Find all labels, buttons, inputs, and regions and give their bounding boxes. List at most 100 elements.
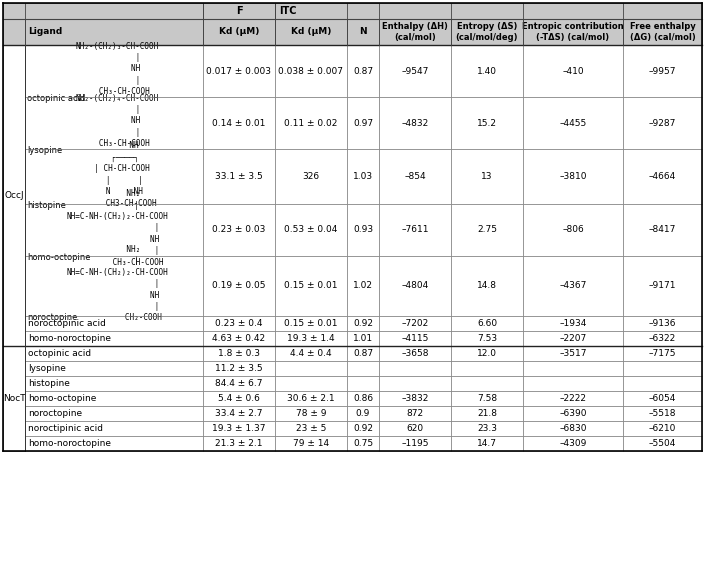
Text: 84.4 ± 6.7: 84.4 ± 6.7 <box>215 379 262 388</box>
Bar <box>623 406 702 421</box>
Bar <box>347 436 379 451</box>
Text: 2.75: 2.75 <box>477 226 497 235</box>
Text: 79 ± 14: 79 ± 14 <box>293 439 329 448</box>
Text: –410: –410 <box>562 67 584 76</box>
Bar <box>379 346 451 361</box>
Text: –3832: –3832 <box>401 394 429 403</box>
Bar <box>523 149 623 204</box>
Bar <box>203 19 275 45</box>
Bar <box>275 346 347 361</box>
Text: F: F <box>236 6 242 16</box>
Bar <box>451 19 523 45</box>
Text: Kd (μM): Kd (μM) <box>290 28 331 37</box>
Bar <box>347 346 379 361</box>
Text: –3810: –3810 <box>559 172 587 181</box>
Text: –9287: –9287 <box>649 118 676 127</box>
Bar <box>451 361 523 376</box>
Bar <box>523 361 623 376</box>
Text: lysopine: lysopine <box>28 364 66 373</box>
Bar <box>25 204 203 256</box>
Bar <box>347 204 379 256</box>
Text: 0.14 ± 0.01: 0.14 ± 0.01 <box>212 118 266 127</box>
Bar <box>623 19 702 45</box>
Bar <box>203 436 275 451</box>
Text: octopinic acid: octopinic acid <box>28 349 91 358</box>
Bar <box>523 331 623 346</box>
Bar <box>623 256 702 316</box>
Text: 0.15 ± 0.01: 0.15 ± 0.01 <box>284 281 338 290</box>
Text: 30.6 ± 2.1: 30.6 ± 2.1 <box>287 394 335 403</box>
Bar <box>451 256 523 316</box>
Bar <box>379 421 451 436</box>
Text: 19.3 ± 1.37: 19.3 ± 1.37 <box>212 424 266 433</box>
Text: –4367: –4367 <box>559 281 587 290</box>
Text: 0.038 ± 0.007: 0.038 ± 0.007 <box>278 67 344 76</box>
Bar <box>203 256 275 316</box>
Text: –6322: –6322 <box>649 334 676 343</box>
Text: 7.53: 7.53 <box>477 334 497 343</box>
Text: 0.23 ± 0.03: 0.23 ± 0.03 <box>212 226 266 235</box>
Bar <box>25 316 203 331</box>
Text: Free enthalpy
(ΔG) (cal/mol): Free enthalpy (ΔG) (cal/mol) <box>630 22 695 42</box>
Bar <box>523 391 623 406</box>
Text: homo-noroctopine: homo-noroctopine <box>28 439 111 448</box>
Bar <box>379 331 451 346</box>
Bar <box>623 361 702 376</box>
Text: –8417: –8417 <box>649 226 676 235</box>
Text: Enthalpy (ΔH)
(cal/mol): Enthalpy (ΔH) (cal/mol) <box>382 22 448 42</box>
Text: 0.75: 0.75 <box>353 439 373 448</box>
Bar <box>25 406 203 421</box>
Text: 5.4 ± 0.6: 5.4 ± 0.6 <box>218 394 260 403</box>
Bar <box>203 149 275 204</box>
Text: Entropic contribution
(-TΔS) (cal/mol): Entropic contribution (-TΔS) (cal/mol) <box>522 22 624 42</box>
Text: –854: –854 <box>404 172 426 181</box>
Text: noroctopinic acid: noroctopinic acid <box>28 319 106 328</box>
Text: homo-octopine: homo-octopine <box>27 253 91 262</box>
Text: –7611: –7611 <box>401 226 429 235</box>
Text: 0.53 ± 0.04: 0.53 ± 0.04 <box>284 226 338 235</box>
Text: 11.2 ± 3.5: 11.2 ± 3.5 <box>215 364 263 373</box>
Text: –6054: –6054 <box>649 394 676 403</box>
Bar <box>203 376 275 391</box>
Bar <box>25 361 203 376</box>
Text: 6.60: 6.60 <box>477 319 497 328</box>
Text: 4.63 ± 0.42: 4.63 ± 0.42 <box>212 334 265 343</box>
Bar <box>623 316 702 331</box>
Bar <box>451 436 523 451</box>
Text: 0.017 ± 0.003: 0.017 ± 0.003 <box>206 67 272 76</box>
Text: –1195: –1195 <box>401 439 429 448</box>
Bar <box>203 391 275 406</box>
Bar <box>523 436 623 451</box>
Bar <box>203 3 275 19</box>
Bar <box>25 45 203 97</box>
Text: –9171: –9171 <box>649 281 677 290</box>
Bar <box>379 97 451 149</box>
Bar <box>347 19 379 45</box>
Text: 7.58: 7.58 <box>477 394 497 403</box>
Text: –4309: –4309 <box>559 439 587 448</box>
Text: ITC: ITC <box>279 6 296 16</box>
Text: 620: 620 <box>406 424 423 433</box>
Text: –4804: –4804 <box>401 281 429 290</box>
Bar <box>203 406 275 421</box>
Bar <box>623 436 702 451</box>
Bar <box>3 19 25 45</box>
Bar <box>275 406 347 421</box>
Bar <box>379 256 451 316</box>
Bar <box>623 97 702 149</box>
Text: –9547: –9547 <box>401 67 429 76</box>
Text: 15.2: 15.2 <box>477 118 497 127</box>
Bar <box>623 331 702 346</box>
Text: 4.4 ± 0.4: 4.4 ± 0.4 <box>290 349 331 358</box>
Text: histopine: histopine <box>28 379 70 388</box>
Bar <box>347 256 379 316</box>
Bar <box>203 45 275 97</box>
Text: 33.1 ± 3.5: 33.1 ± 3.5 <box>215 172 263 181</box>
Bar <box>523 406 623 421</box>
Bar <box>379 19 451 45</box>
Text: NH₂
        |
NH=C-NH-(CH₂)₂-CH-COOH
                 |
                NH
     : NH₂ | NH=C-NH-(CH₂)₂-CH-COOH | NH <box>67 189 168 267</box>
Bar <box>523 346 623 361</box>
Text: 14.8: 14.8 <box>477 281 497 290</box>
Bar <box>25 376 203 391</box>
Text: 1.40: 1.40 <box>477 67 497 76</box>
